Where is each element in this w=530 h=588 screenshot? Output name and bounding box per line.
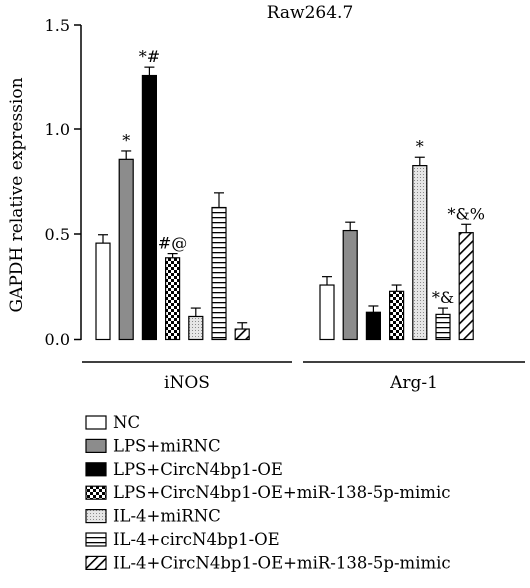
- bar-2-2: [342, 229, 358, 341]
- y-tick-label-0: 0.0: [45, 330, 70, 349]
- y-tick-2: 1.0: [45, 120, 81, 139]
- group-label-arg1: Arg-1: [389, 373, 438, 393]
- significance-label-2-5: *: [416, 137, 424, 156]
- significance-label-1-2: *: [122, 131, 130, 150]
- significance-label-1-4: #@: [158, 234, 187, 253]
- y-tick-0: 0.0: [45, 330, 81, 349]
- bar-2-1: [319, 284, 335, 341]
- bar-1-1: [95, 242, 111, 341]
- legend-swatch-7: [85, 555, 107, 571]
- y-tick-1: 0.5: [45, 225, 81, 244]
- bars: * *# #@ * *& *&%: [95, 47, 485, 341]
- legend-label-6: IL-4+circN4bp1-OE: [113, 530, 280, 549]
- y-tick-3: 1.5: [45, 16, 81, 35]
- legend-label-4: LPS+CircN4bp1-OE+miR-138-5p-mimic: [113, 483, 450, 502]
- bar-2-5: [412, 165, 428, 341]
- legend-label-7: IL-4+CircN4bp1-OE+miR-138-5p-mimic: [113, 553, 451, 572]
- y-tick-label-2: 1.0: [45, 120, 70, 139]
- bar-1-2: [118, 158, 134, 341]
- legend: NC LPS+miRNC LPS+CircN4bp1-OE LPS+CircN4bp1…: [85, 413, 451, 572]
- bar-1-5: [188, 315, 204, 341]
- legend-label-3: LPS+CircN4bp1-OE: [113, 460, 283, 479]
- legend-swatch-5: [85, 509, 107, 524]
- y-tick-label-1: 0.5: [45, 225, 70, 244]
- legend-swatch-1: [85, 415, 107, 430]
- legend-label-5: IL-4+miRNC: [113, 507, 221, 526]
- bar-2-7: [458, 232, 474, 341]
- bar-2-3: [365, 311, 381, 341]
- legend-label-1: NC: [113, 413, 140, 432]
- y-tick-label-3: 1.5: [45, 16, 70, 35]
- legend-swatch-3: [85, 462, 107, 477]
- legend-swatch-6: [85, 532, 107, 547]
- y-axis-label: GAPDH relative expression: [7, 77, 27, 312]
- bar-1-3: [141, 74, 157, 341]
- bar-2-4: [389, 290, 405, 341]
- y-axis: 0.0 0.5 1.0 1.5: [45, 16, 82, 349]
- significance-label-1-3: *#: [139, 47, 160, 66]
- bar-1-6: [211, 206, 227, 341]
- chart-title: Raw264.7: [267, 3, 354, 23]
- group-label-inos: iNOS: [164, 373, 210, 393]
- significance-label-2-6: *&: [432, 288, 454, 307]
- significance-label-2-7: *&%: [447, 204, 484, 223]
- bar-1-4: [165, 257, 181, 341]
- bar-2-6: [435, 313, 451, 341]
- legend-swatch-4: [85, 485, 107, 500]
- bar-1-7: [234, 328, 250, 341]
- legend-label-2: LPS+miRNC: [113, 436, 221, 455]
- group-labels: iNOS Arg-1: [82, 361, 525, 393]
- legend-swatch-2: [85, 438, 107, 453]
